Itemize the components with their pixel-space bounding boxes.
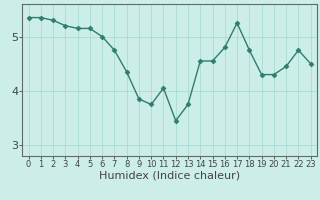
X-axis label: Humidex (Indice chaleur): Humidex (Indice chaleur) xyxy=(99,171,240,181)
